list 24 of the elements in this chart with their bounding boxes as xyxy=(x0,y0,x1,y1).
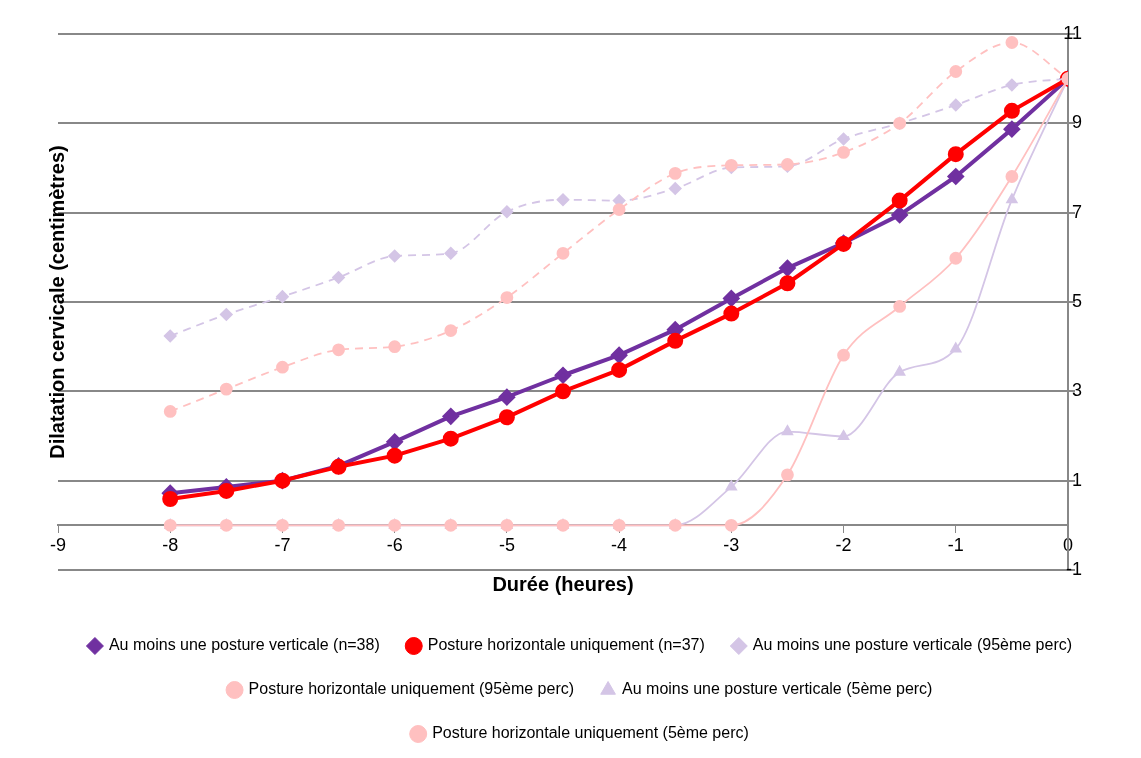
legend-label: Au moins une posture verticale (n=38) xyxy=(108,636,380,654)
y-tick-label: 7 xyxy=(1071,201,1082,222)
y-tick-label: 11 xyxy=(1063,22,1082,43)
y-tick-label: 5 xyxy=(1071,290,1082,311)
x-tick-label: -2 xyxy=(835,535,852,556)
legend-label: Au moins une posture verticale (5ème perc) xyxy=(622,680,933,698)
legend-label: Au moins une posture verticale (95ème perc) xyxy=(752,636,1073,654)
y-tick-label: -1 xyxy=(1065,558,1082,579)
x-tick-label: -6 xyxy=(386,535,403,556)
x-tick-label: -3 xyxy=(723,535,740,556)
x-tick-label: -5 xyxy=(498,535,515,556)
y-tick-label: 9 xyxy=(1071,112,1082,133)
y-axis-title: Dilatation cervicale (centimètres) xyxy=(45,145,68,459)
legend-label: Posture horizontale uniquement (95ème perc) xyxy=(248,680,575,698)
x-tick-label: -9 xyxy=(49,535,67,556)
y-tick-label: 3 xyxy=(1071,380,1082,401)
y-tick-label: 1 xyxy=(1071,469,1082,490)
x-tick-label: -8 xyxy=(162,535,179,556)
legend-label: Posture horizontale uniquement (n=37) xyxy=(427,636,705,654)
x-tick-label: -1 xyxy=(947,535,964,556)
legend-label: Posture horizontale uniquement (5ème perc) xyxy=(432,724,749,742)
x-tick-label: -4 xyxy=(611,535,628,556)
x-tick-label: -7 xyxy=(274,535,291,556)
x-axis-title: Durée (heures) xyxy=(492,573,634,596)
